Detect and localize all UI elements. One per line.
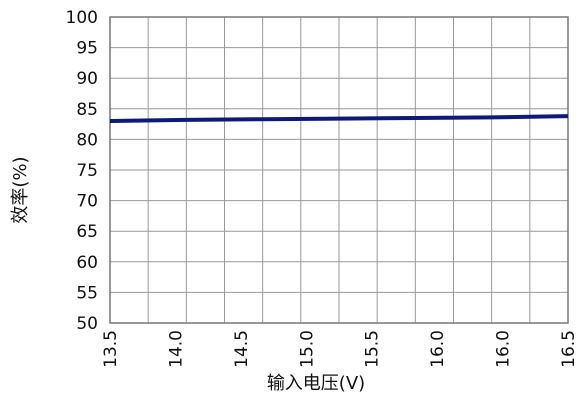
x-tick-label: 16.5 — [559, 330, 579, 368]
y-tick-label: 100 — [66, 8, 98, 28]
plot-frame — [109, 16, 569, 324]
y-tick-label: 90 — [76, 69, 98, 89]
series-layer — [109, 114, 569, 124]
x-tick-label: 16.0 — [494, 330, 514, 368]
x-tick-labels: 13.5 14.0 14.5 15.0 15.5 16.0 16.0 16.5 — [101, 330, 579, 368]
x-axis-title: 输入电压(V) — [267, 373, 365, 394]
grid — [110, 17, 568, 323]
y-tick-label: 95 — [76, 39, 98, 59]
y-tick-label: 75 — [76, 161, 98, 181]
y-tick-label: 85 — [76, 100, 98, 120]
x-tick-label: 14.5 — [232, 330, 252, 368]
x-tick-label: 13.5 — [101, 330, 121, 368]
y-tick-label: 55 — [76, 283, 98, 303]
x-tick-label: 16.0 — [428, 330, 448, 368]
y-tick-label: 65 — [76, 222, 98, 242]
y-tick-labels: 50 55 60 65 70 75 80 85 90 95 100 — [66, 8, 98, 334]
x-tick-label: 15.5 — [363, 330, 383, 368]
y-axis-title: 效率(%) — [10, 156, 31, 223]
y-tick-label: 80 — [76, 130, 98, 150]
y-tick-label: 50 — [76, 314, 98, 334]
y-tick-label: 60 — [76, 253, 98, 273]
y-tick-label: 70 — [76, 192, 98, 212]
series-line — [109, 114, 569, 124]
x-tick-label: 14.0 — [166, 330, 186, 368]
x-tick-label: 15.0 — [297, 330, 317, 368]
